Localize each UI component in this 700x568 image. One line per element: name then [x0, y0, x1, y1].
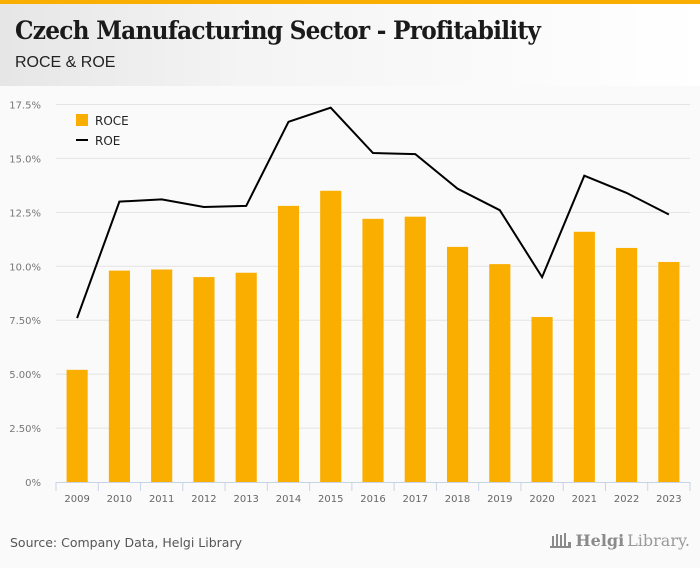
x-tick-label: 2020 [529, 494, 554, 505]
roce-bar [108, 270, 130, 482]
roce-bar [320, 190, 342, 482]
library-building-icon [549, 533, 571, 548]
x-tick-label: 2013 [233, 494, 258, 505]
x-tick-label: 2015 [318, 494, 343, 505]
roce-bar [489, 264, 511, 482]
legend-roce-label: ROCE [95, 114, 129, 128]
roce-bar [573, 231, 595, 482]
roce-bar [404, 216, 426, 482]
legend-roe-label: ROE [95, 134, 120, 148]
y-tick-label: 2.50% [9, 424, 41, 435]
y-tick-label: 17.5% [9, 101, 41, 112]
x-tick-label: 2011 [149, 494, 174, 505]
roe-line [76, 106, 670, 319]
x-tick-label: 2022 [614, 494, 639, 505]
roe-line-layer [76, 106, 670, 319]
x-tick-label: 2019 [487, 494, 512, 505]
x-tick-label: 2017 [403, 494, 428, 505]
x-tick-label: 2018 [445, 494, 470, 505]
y-tick-label: 10.0% [9, 262, 41, 273]
chart-header: Czech Manufacturing Sector - Profitabili… [0, 4, 700, 86]
x-tick-label: 2009 [64, 494, 89, 505]
roce-bars [66, 190, 680, 483]
roce-bar [193, 277, 215, 482]
chart-subtitle: ROCE & ROE [15, 54, 116, 71]
roce-bar [658, 261, 680, 482]
helgi-library-logo: Helgi Library. [549, 531, 690, 550]
roce-bar [151, 269, 173, 482]
x-tick-label: 2021 [572, 494, 597, 505]
source-note: Source: Company Data, Helgi Library [10, 535, 243, 550]
x-axis: 2009 2010 2011 2012 2013 2014 2015 2016 2017 2018… [55, 482, 691, 505]
roce-bar [362, 218, 384, 483]
logo-text-library: Library. [627, 531, 690, 550]
y-tick-label: 7.50% [9, 316, 41, 327]
chart-title: Czech Manufacturing Sector - Profitabili… [15, 16, 541, 45]
roce-bar [446, 246, 469, 482]
roce-bar [531, 316, 553, 482]
x-tick-label: 2023 [656, 494, 681, 505]
x-tick-label: 2016 [360, 494, 385, 505]
y-tick-label: 15.0% [9, 154, 41, 165]
roce-bar [235, 272, 257, 482]
y-tick-label: 12.5% [9, 208, 41, 219]
roce-bar [277, 205, 300, 482]
legend: ROCE ROE [76, 114, 129, 148]
logo-text-helgi: Helgi [575, 531, 625, 550]
y-axis-ticks: 0% 2.50% 5.00% 7.50% 10.0% 12.5% 15.0% 17.5% [9, 101, 41, 490]
chart-plot: 0% 2.50% 5.00% 7.50% 10.0% 12.5% 15.0% 17.5% 20… [9, 101, 691, 505]
accent-top-bar [0, 0, 700, 4]
y-tick-label: 0% [25, 478, 41, 489]
legend-roce-swatch [76, 114, 88, 126]
roce-bar [66, 369, 88, 482]
x-tick-label: 2012 [191, 494, 216, 505]
x-tick-label: 2010 [107, 494, 132, 505]
roce-bar [616, 247, 638, 482]
x-tick-label: 2014 [276, 494, 301, 505]
y-tick-label: 5.00% [9, 370, 41, 381]
